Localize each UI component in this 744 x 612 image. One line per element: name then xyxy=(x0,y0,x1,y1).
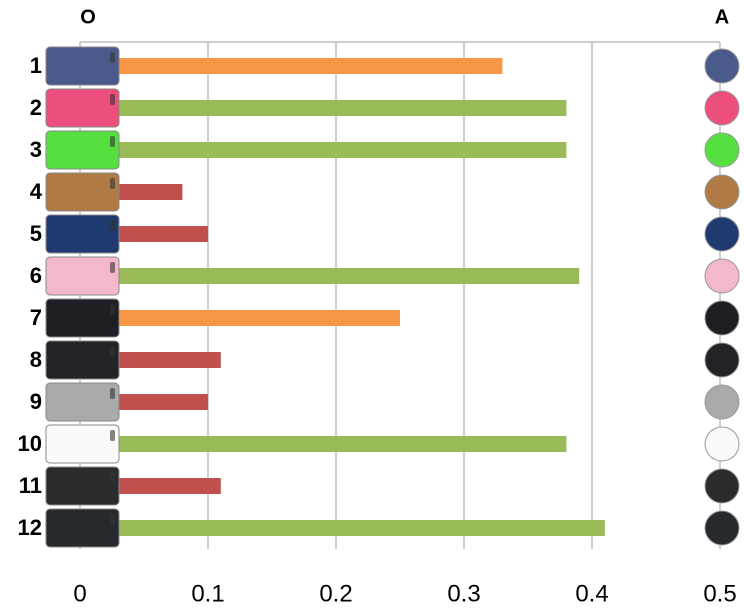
y-tick-label: 8 xyxy=(30,347,42,372)
y-tick-label: 9 xyxy=(30,389,42,414)
case-image xyxy=(45,256,120,296)
swatch xyxy=(704,174,740,210)
case-image xyxy=(45,172,120,212)
swatch xyxy=(704,300,740,336)
case-image xyxy=(45,508,120,548)
case-image xyxy=(45,382,120,422)
case-image xyxy=(45,424,120,464)
y-tick-label: 1 xyxy=(30,53,42,78)
swatch xyxy=(704,468,740,504)
case-camera xyxy=(110,94,115,105)
case-camera xyxy=(110,304,115,315)
y-tick-label: 12 xyxy=(18,515,42,540)
case-camera xyxy=(110,514,115,525)
case-camera xyxy=(110,430,115,441)
y-tick-label: 10 xyxy=(18,431,42,456)
y-tick-label: 2 xyxy=(30,95,42,120)
y-tick-label: 5 xyxy=(30,221,42,246)
swatch xyxy=(704,216,740,252)
bar xyxy=(80,436,567,452)
case-image xyxy=(45,46,120,86)
swatch xyxy=(704,90,740,126)
swatch xyxy=(704,384,740,420)
x-tick-label: 0.4 xyxy=(575,580,608,607)
case-camera xyxy=(110,346,115,357)
y-tick-label: 7 xyxy=(30,305,42,330)
bar xyxy=(80,520,605,536)
case-image xyxy=(45,298,120,338)
bar xyxy=(80,100,567,116)
y-tick-label: 3 xyxy=(30,137,42,162)
case-camera xyxy=(110,262,115,273)
swatch xyxy=(704,48,740,84)
x-tick-label: 0.2 xyxy=(319,580,352,607)
case-image xyxy=(45,214,120,254)
case-image xyxy=(45,340,120,380)
swatch xyxy=(704,258,740,294)
y-tick-label: 4 xyxy=(30,179,43,204)
bar xyxy=(80,58,503,74)
case-camera xyxy=(110,178,115,189)
x-tick-label: 0.5 xyxy=(703,580,736,607)
column-label: A xyxy=(715,6,729,28)
swatch xyxy=(704,510,740,546)
case-image xyxy=(45,88,120,128)
y-tick-label: 6 xyxy=(30,263,42,288)
case-camera xyxy=(110,220,115,231)
case-camera xyxy=(110,472,115,483)
case-camera xyxy=(110,388,115,399)
case-camera xyxy=(110,136,115,147)
y-tick-label: 11 xyxy=(19,473,42,498)
swatch xyxy=(704,426,740,462)
bar xyxy=(80,142,567,158)
swatch xyxy=(704,342,740,378)
swatch xyxy=(704,132,740,168)
x-tick-label: 0 xyxy=(73,580,86,607)
case-image xyxy=(45,466,120,506)
column-label: O xyxy=(80,6,96,28)
bar xyxy=(80,310,400,326)
case-camera xyxy=(110,52,115,63)
case-image xyxy=(45,130,120,170)
x-tick-label: 0.1 xyxy=(191,580,224,607)
bar xyxy=(80,268,580,284)
x-tick-label: 0.3 xyxy=(447,580,480,607)
